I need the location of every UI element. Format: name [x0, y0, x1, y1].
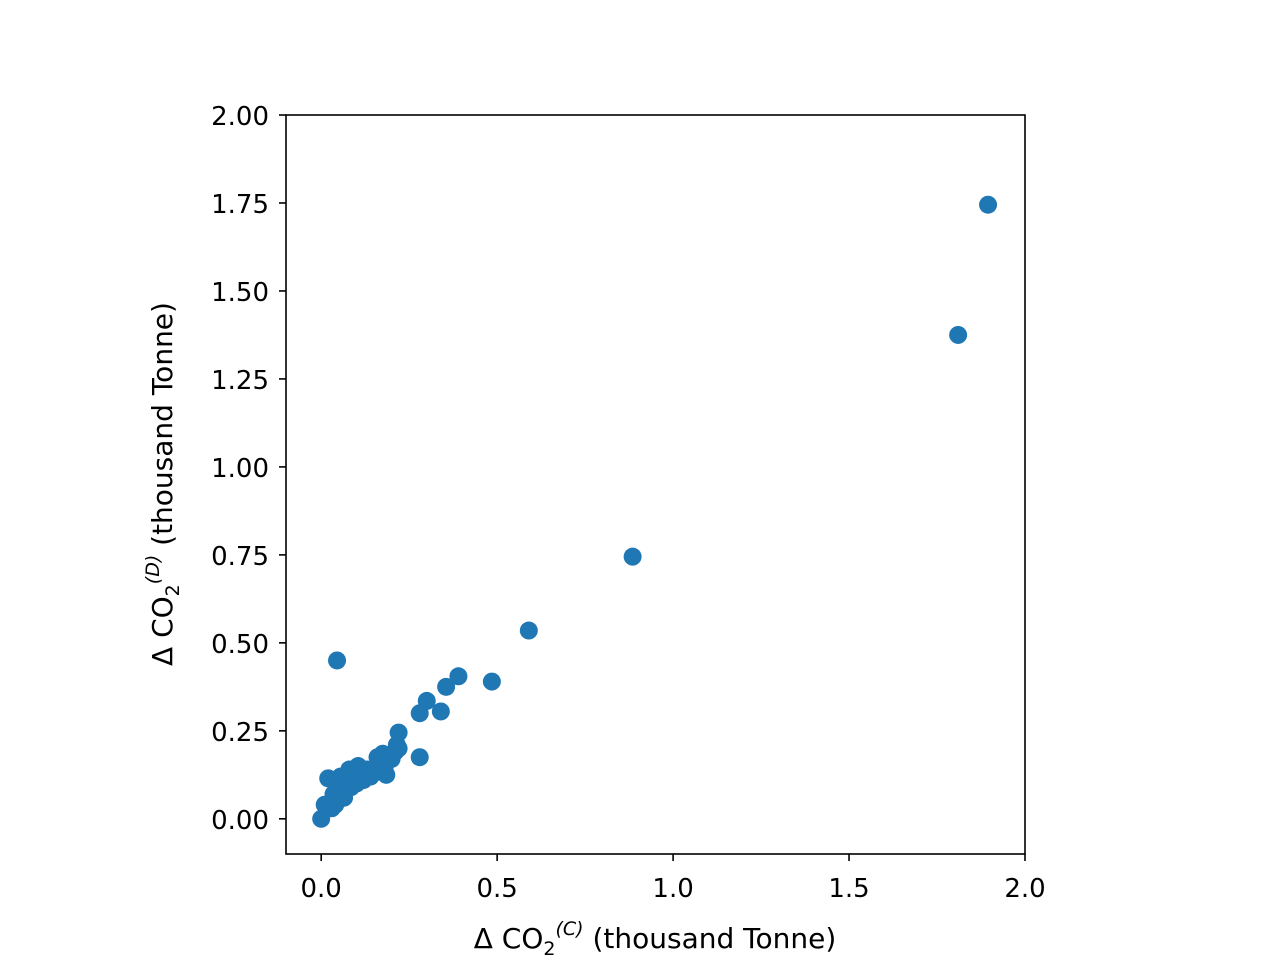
- data-point: [482, 672, 501, 691]
- y-tick-label: 2.00: [211, 102, 269, 132]
- data-point: [328, 651, 347, 670]
- x-tick-label: 0.0: [301, 874, 342, 904]
- y-tick-label: 0.00: [211, 806, 269, 836]
- data-point: [623, 547, 642, 566]
- x-tick-label: 1.0: [652, 874, 693, 904]
- data-points: [312, 195, 998, 828]
- data-point: [377, 765, 396, 784]
- data-point: [410, 748, 429, 767]
- x-axis-ticks: 0.0 0.5 1.0 1.5 2.0: [301, 854, 1046, 904]
- data-point: [949, 325, 968, 344]
- y-tick-label: 0.75: [211, 542, 269, 572]
- y-tick-label: 1.50: [211, 278, 269, 308]
- data-point: [979, 195, 998, 214]
- data-point: [389, 739, 408, 758]
- y-tick-label: 0.25: [211, 718, 269, 748]
- data-point: [431, 702, 450, 721]
- y-tick-label: 1.00: [211, 454, 269, 484]
- x-tick-label: 0.5: [476, 874, 517, 904]
- y-axis-ticks: 0.00 0.25 0.50 0.75 1.00 1.25 1.50 1.75 2.00: [211, 102, 286, 836]
- y-tick-label: 0.50: [211, 630, 269, 660]
- y-tick-label: 1.25: [211, 366, 269, 396]
- data-point: [449, 667, 468, 686]
- x-tick-label: 2.0: [1004, 874, 1045, 904]
- plot-frame: [285, 114, 1026, 855]
- y-axis-label: Δ CO2(D) (thousand Tonne): [142, 302, 184, 666]
- y-tick-label: 1.75: [211, 190, 269, 220]
- data-point: [519, 621, 538, 640]
- x-tick-label: 1.5: [828, 874, 869, 904]
- plot-area: [286, 115, 1025, 854]
- data-point: [417, 691, 436, 710]
- data-point: [437, 677, 456, 696]
- data-point: [389, 723, 408, 742]
- x-axis-label: Δ CO2(C) (thousand Tonne): [474, 918, 837, 960]
